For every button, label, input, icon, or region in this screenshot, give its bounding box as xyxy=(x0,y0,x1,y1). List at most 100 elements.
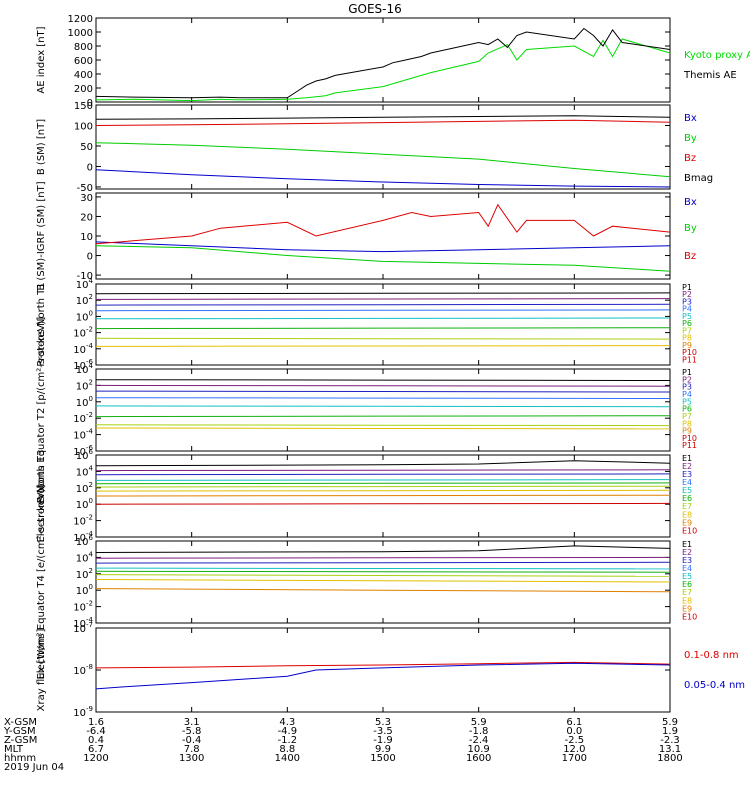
panel-frame xyxy=(95,627,671,713)
series-line-e4 xyxy=(95,479,671,481)
legend-entry: P5 xyxy=(682,397,692,406)
legend-entry: E5 xyxy=(682,486,692,495)
series-line-p1 xyxy=(95,292,671,295)
series-line-p2 xyxy=(95,384,671,387)
y-tick-label: 10-7 xyxy=(73,621,93,635)
legend-entry: E10 xyxy=(682,526,697,535)
x-row-value: 4.3 xyxy=(279,717,295,728)
y-tick-label: 10-2 xyxy=(73,411,93,425)
y-tick-label: 10-2 xyxy=(73,326,93,340)
series-line-e5 xyxy=(95,570,671,573)
x-row-value: 6.1 xyxy=(566,717,582,728)
legend-entry: P10 xyxy=(682,434,697,443)
series-line-e1 xyxy=(95,545,671,553)
legend-entry: E2 xyxy=(682,548,692,557)
x-row-value: 1400 xyxy=(275,753,300,764)
legend-entry: E7 xyxy=(682,502,692,511)
y-tick-label: 30 xyxy=(80,193,93,204)
x-row-value: 1600 xyxy=(466,753,491,764)
series-line-e7 xyxy=(95,579,671,583)
y-tick-label: 800 xyxy=(74,42,93,53)
legend-entry: E8 xyxy=(682,596,692,605)
y-tick-label: 100 xyxy=(76,395,93,409)
panel-frame xyxy=(95,283,671,366)
y-tick-label: 100 xyxy=(76,309,93,323)
legend-entry: E3 xyxy=(682,470,692,479)
legend-entry: P1 xyxy=(682,283,692,292)
x-row-value: 5.3 xyxy=(375,717,391,728)
x-row-label: MLT xyxy=(4,744,24,755)
x-row-value: 0.4 xyxy=(88,735,104,746)
y-axis-label: B (SM)-IGRF (SM) [nT] xyxy=(36,181,47,290)
y-tick-label: 102 xyxy=(76,378,93,392)
y-axis-label: Electrons Equator T4 [e/(cm²-s-sr-keV)] xyxy=(36,484,47,679)
y-axis-label: AE index [nT] xyxy=(36,26,47,93)
y-tick-label: 104 xyxy=(76,464,94,478)
legend-entry: E4 xyxy=(682,478,692,487)
series-line-p4 xyxy=(95,309,671,312)
y-tick-label: 104 xyxy=(76,362,94,376)
x-row-value: 5.9 xyxy=(471,717,487,728)
series-line-bz xyxy=(95,203,671,245)
series-line-e6 xyxy=(95,485,671,488)
y-axis-label: B (SM) [nT] xyxy=(36,119,47,175)
y-tick-label: 0 xyxy=(87,98,93,109)
y-axis-label: Xray flux [W/m²] xyxy=(36,629,47,712)
series-line-e3 xyxy=(95,473,671,476)
series-line-bx xyxy=(95,169,671,188)
series-line-p1 xyxy=(95,379,671,381)
x-row-value: 9.9 xyxy=(375,744,391,755)
y-tick-label: 1000 xyxy=(68,28,93,39)
y-tick-label: 100 xyxy=(76,583,93,597)
series-line-e8 xyxy=(95,588,671,593)
series-line-e2 xyxy=(95,556,671,559)
y-axis-label: Electrons North T3 xyxy=(36,449,47,542)
legend-entry: P1 xyxy=(682,368,692,377)
x-row-label: Y-GSM xyxy=(3,726,36,737)
legend-entry: Kyoto proxy AE xyxy=(684,50,750,61)
x-row-value: 13.1 xyxy=(659,744,681,755)
legend-entry: P7 xyxy=(682,412,692,421)
x-row-value: 12.0 xyxy=(563,744,585,755)
legend-entry: By xyxy=(684,133,697,144)
legend-entry: Bx xyxy=(684,197,697,208)
x-row-value: 8.8 xyxy=(279,744,295,755)
x-row-value: 1700 xyxy=(562,753,587,764)
legend-entry: P9 xyxy=(682,427,692,436)
series-line-p5 xyxy=(95,317,671,320)
legend-entry: E8 xyxy=(682,510,692,519)
x-row-value: 7.8 xyxy=(184,744,200,755)
panel-frame xyxy=(95,368,671,452)
legend-entry: E2 xyxy=(682,462,692,471)
series-line-by xyxy=(95,142,671,178)
series-line-p7 xyxy=(95,424,671,427)
y-tick-label: 10-4 xyxy=(73,428,93,442)
legend-entry: E10 xyxy=(682,612,697,621)
x-row-value: 0.0 xyxy=(566,726,582,737)
series-line-e1 xyxy=(95,460,671,467)
y-tick-label: 104 xyxy=(76,277,94,291)
legend-entry: Bmag xyxy=(684,173,713,184)
legend-entry: E9 xyxy=(682,604,692,613)
x-row-value: -3.5 xyxy=(373,726,393,737)
legend-entry: E9 xyxy=(682,518,692,527)
series-line-by xyxy=(95,245,671,272)
series-line-p8 xyxy=(95,427,671,430)
legend-entry: E3 xyxy=(682,556,692,565)
y-tick-label: 20 xyxy=(80,212,93,223)
series-line-e8 xyxy=(95,494,671,497)
y-tick-label: -10 xyxy=(77,271,93,282)
y-tick-label: 102 xyxy=(76,293,93,307)
x-row-value: -1.8 xyxy=(469,726,489,737)
y-axis-label: Protons Equator T2 [p/(cm²-s-sr-keV)] xyxy=(36,317,47,504)
legend-entry: P3 xyxy=(682,383,692,392)
series-line-p8 xyxy=(95,345,671,347)
panel-1: 0 200 400 600 800 1000 1200 AE index [nT] Kyoto … xyxy=(36,14,750,109)
series-line-p2 xyxy=(95,298,671,300)
legend-entry: P4 xyxy=(682,305,692,314)
